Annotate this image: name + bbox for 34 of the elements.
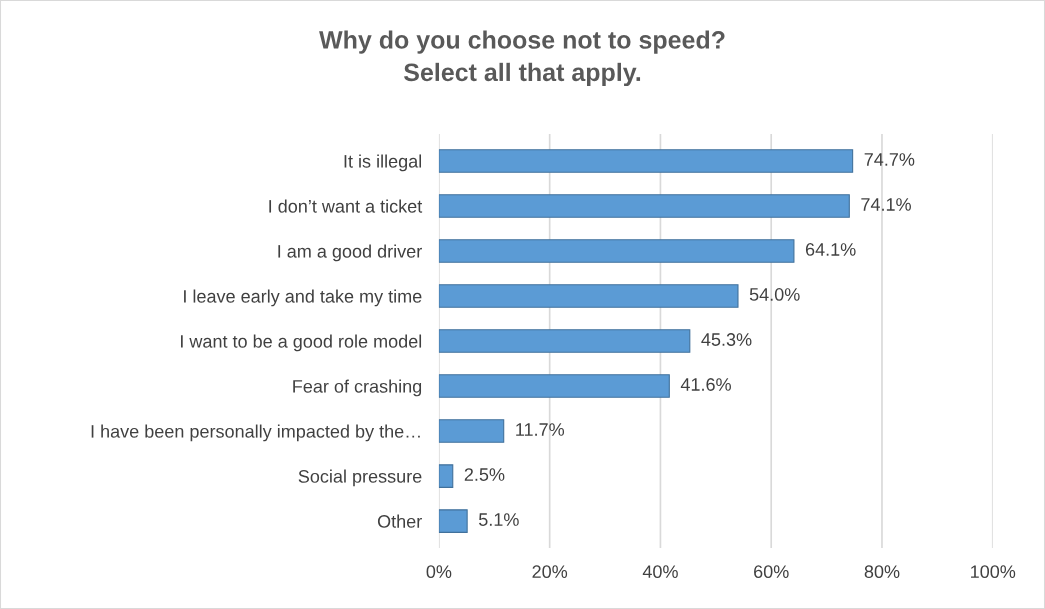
y-tick-label: I am a good driver [278, 244, 422, 262]
y-tick-label: I want to be a good role model [181, 334, 422, 352]
bar [438, 194, 850, 218]
data-label: 74.1% [861, 198, 911, 211]
y-tick-label: Fear of crashing [293, 379, 422, 397]
data-label: 11.7% [516, 423, 565, 436]
y-tick-label: Other [377, 514, 422, 528]
x-tick-label: 40% [642, 565, 678, 579]
bar [438, 464, 454, 488]
chart-title: Why do you choose not to speed? Select all that apply. [319, 30, 725, 87]
x-tick-label: 0% [426, 565, 452, 579]
x-tick-label: 20% [532, 565, 568, 579]
bar [438, 509, 468, 533]
data-label: 74.7% [864, 153, 915, 166]
y-tick-label: I leave early and take my time [184, 289, 422, 307]
data-label: 64.1% [805, 243, 856, 256]
x-tick-label: 80% [864, 565, 900, 579]
y-tick-label: I don’t want a ticket [269, 199, 423, 213]
bar [438, 239, 795, 263]
y-tick-label: It is illegal [344, 154, 422, 172]
bar [438, 419, 505, 443]
bar [438, 284, 739, 308]
y-tick-label: I have been personally impacted by the… [91, 424, 420, 442]
x-tick-label: 100% [971, 565, 1016, 579]
data-label: 45.3% [701, 333, 752, 346]
data-label: 54.0% [749, 288, 800, 301]
data-label: 41.6% [680, 378, 731, 391]
bar [438, 329, 691, 353]
bar [438, 374, 670, 398]
bar [438, 149, 854, 173]
data-label: 5.1% [478, 513, 519, 526]
data-label: 2.5% [464, 468, 505, 481]
y-tick-label: Social pressure [298, 469, 422, 487]
x-tick-label: 60% [754, 565, 789, 579]
